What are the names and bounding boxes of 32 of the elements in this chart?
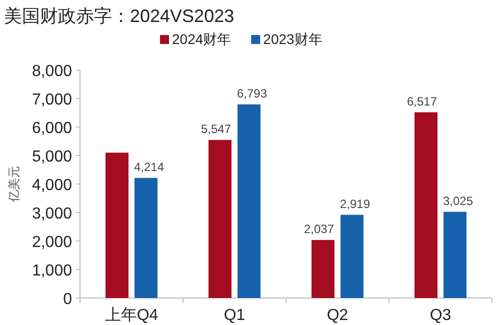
bar bbox=[208, 140, 232, 298]
data-label: 6,793 bbox=[236, 86, 268, 100]
bar bbox=[414, 112, 438, 298]
x-tick-label: Q2 bbox=[326, 307, 348, 324]
data-label: 2,037 bbox=[304, 222, 334, 236]
y-tick-label: 1,000 bbox=[32, 262, 72, 280]
legend-label: 2024财年 bbox=[172, 31, 232, 47]
y-tick-label: 8,000 bbox=[32, 63, 72, 80]
data-label: 6,517 bbox=[406, 94, 438, 108]
y-axis-title: 亿美元 bbox=[7, 166, 21, 203]
y-tick-label: 3,000 bbox=[32, 206, 72, 222]
legend-label: 2023财年 bbox=[263, 31, 322, 47]
bar bbox=[106, 152, 128, 298]
x-tick-label: 上年Q4 bbox=[104, 306, 158, 324]
y-tick-label: 4,000 bbox=[32, 177, 72, 194]
x-tick-label: Q1 bbox=[224, 307, 246, 324]
bar bbox=[444, 212, 466, 298]
data-label: 2,919 bbox=[340, 196, 370, 211]
x-tick-label: Q3 bbox=[430, 307, 452, 324]
y-tick-label: 0 bbox=[63, 291, 72, 308]
y-tick-label: 6,000 bbox=[32, 120, 72, 137]
data-label: 4,214 bbox=[134, 160, 164, 174]
bar bbox=[134, 178, 158, 298]
y-tick-label: 2,000 bbox=[32, 234, 72, 251]
bar bbox=[340, 214, 364, 298]
y-tick-label: 7,000 bbox=[32, 92, 72, 108]
data-label: 5,547 bbox=[200, 122, 232, 136]
data-label: 3,025 bbox=[442, 194, 474, 208]
y-tick-label: 5,000 bbox=[32, 148, 72, 166]
bar bbox=[238, 104, 260, 298]
bar bbox=[312, 240, 334, 298]
chart-title: 美国财政赤字：2024VS2023 bbox=[4, 6, 234, 26]
